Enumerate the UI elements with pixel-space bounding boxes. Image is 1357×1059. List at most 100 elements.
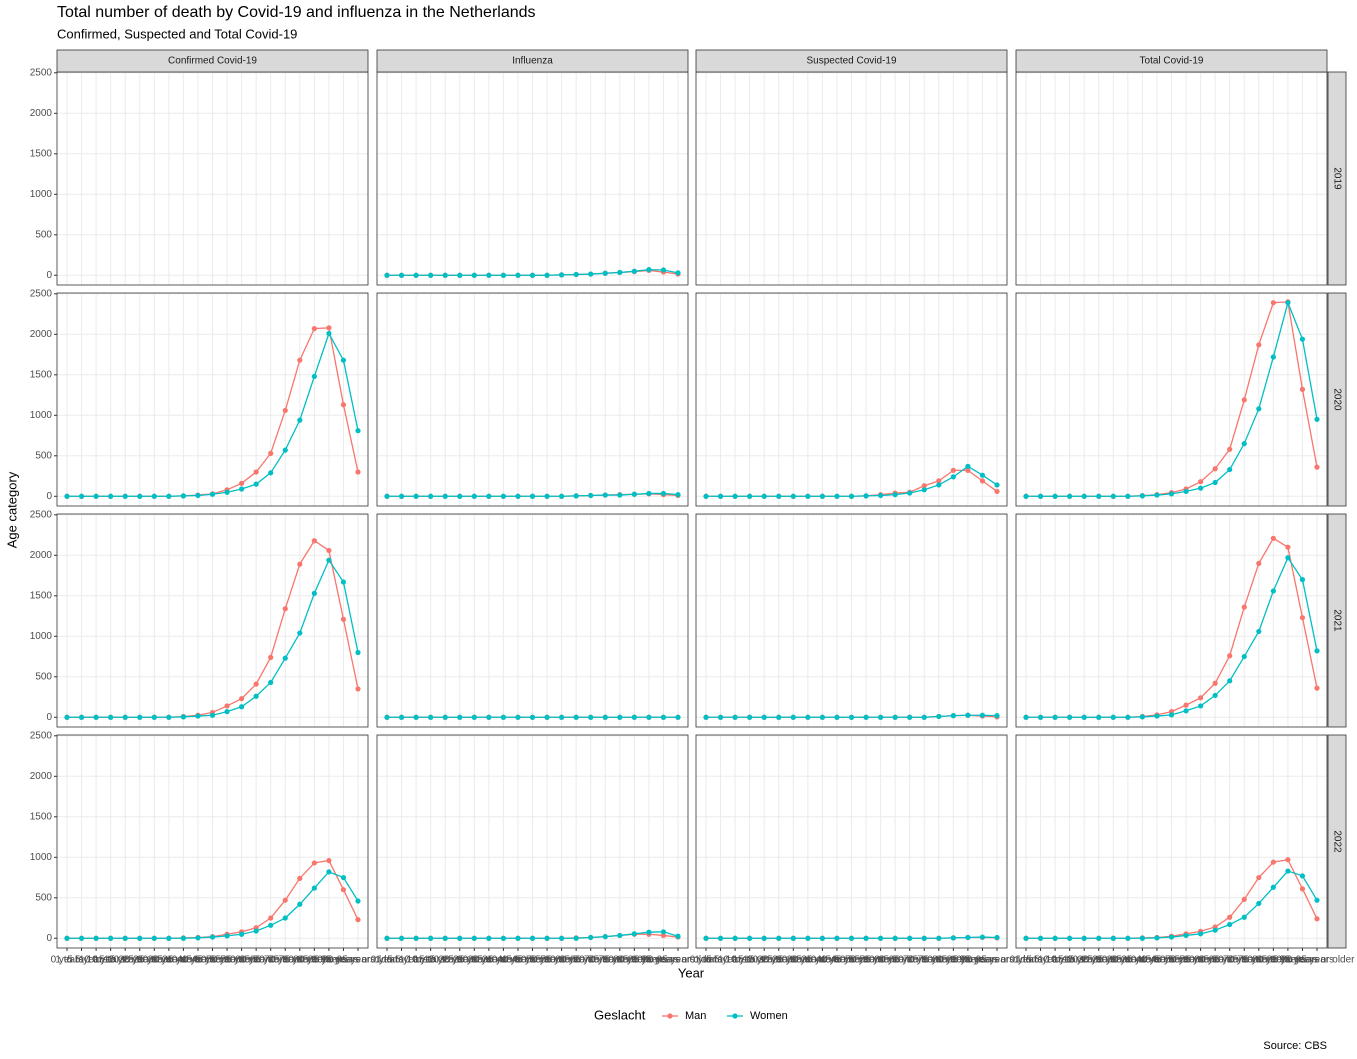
y-tick-label: 1500 [30,369,53,380]
data-point [108,714,114,720]
data-point [1299,386,1306,392]
data-point [78,935,85,941]
y-tick-label: 0 [46,712,52,723]
data-point [979,472,986,478]
data-point [1168,934,1175,940]
data-point [311,538,317,544]
x-tick-label: 50 to 55 years [195,955,258,966]
data-point [326,547,332,554]
data-point [1256,628,1262,635]
data-point [1023,714,1029,720]
x-tick-label: 25 to 30 years [123,955,186,966]
data-point [703,714,709,720]
panel-border [1015,292,1328,507]
data-point [93,714,99,720]
data-point [588,714,594,720]
x-tick-label: 0 years [51,955,84,966]
data-point [340,887,347,893]
data-point [137,714,143,720]
data-point [151,935,157,941]
data-point [994,934,1000,941]
x-tick-label: 10 to 15 years [718,955,781,966]
x-tick-label: 15 to 20 years [94,955,157,966]
data-point [1270,535,1276,541]
data-point [340,357,347,363]
data-point [253,681,259,687]
data-point [863,935,869,941]
data-point [253,928,259,934]
data-point [559,272,565,278]
data-point [122,935,128,941]
data-point [703,935,709,941]
y-tick-label: 2500 [30,67,53,78]
data-point [747,493,753,499]
data-point [848,493,855,499]
x-tick-label: 5 to 10 years [706,955,764,966]
data-point [907,714,913,720]
data-point [660,490,667,497]
data-point [979,934,986,940]
data-point [1125,935,1131,941]
y-tick-label: 1500 [30,590,53,601]
data-point [340,616,347,622]
data-point [326,325,332,331]
y-tick-label: 500 [35,450,52,461]
x-tick-label: 45 to 50 years [181,955,244,966]
data-point [761,935,767,941]
data-point [1299,873,1306,879]
data-point [253,693,259,699]
data-point [559,935,565,941]
data-point [78,493,85,499]
data-point [515,272,521,278]
y-tick-label: 500 [35,671,52,682]
x-tick-label: 75 to 80 years [907,955,970,966]
data-point [602,492,608,498]
x-tick-label: 30 to 35 years [457,955,520,966]
data-point [761,493,767,499]
data-point [1052,493,1058,499]
data-point [253,481,259,487]
x-tick-label: 30 to 35 years [1096,955,1159,966]
y-axis-title: Age category [4,471,19,548]
x-tick-label: 1 to 5 years [375,955,427,966]
data-point [950,474,956,480]
x-tick-label: 40 to 45 years [166,955,229,966]
data-point [486,272,492,278]
x-tick-label: 1 to 5 years [694,955,746,966]
data-point [790,935,796,941]
data-point [428,272,434,278]
data-point [1256,874,1262,881]
data-point [1023,935,1029,941]
data-point [297,875,303,881]
data-point [660,267,667,273]
data-point [209,934,216,940]
x-tick-label: 85 to 90 years [936,955,999,966]
data-point [950,467,956,473]
data-point [1241,397,1247,403]
data-point [442,714,448,720]
x-tick-label: 65 to 70 years [1198,955,1261,966]
data-point [950,935,956,941]
data-point [1241,604,1247,610]
data-point [936,713,942,720]
data-point [1183,708,1189,714]
strip [695,49,1008,73]
data-point [1067,493,1073,499]
data-point [398,272,405,278]
data-point [573,714,579,720]
data-point [311,885,317,891]
data-point [282,897,288,903]
y-tick-label: 2500 [30,288,53,299]
data-point [631,491,637,497]
data-point [413,272,419,278]
y-tick-label: 2000 [30,108,53,119]
data-point [515,493,521,499]
x-tick-label: 25 to 30 years [1082,955,1145,966]
x-tick-label: 90 to 95 years [951,955,1014,966]
x-tick-label: 35 to 40 years [152,955,215,966]
x-tick-label: 45 to 50 years [820,955,883,966]
data-point [297,630,303,636]
data-point [1285,544,1291,550]
data-point [355,428,361,434]
data-point [282,407,288,414]
